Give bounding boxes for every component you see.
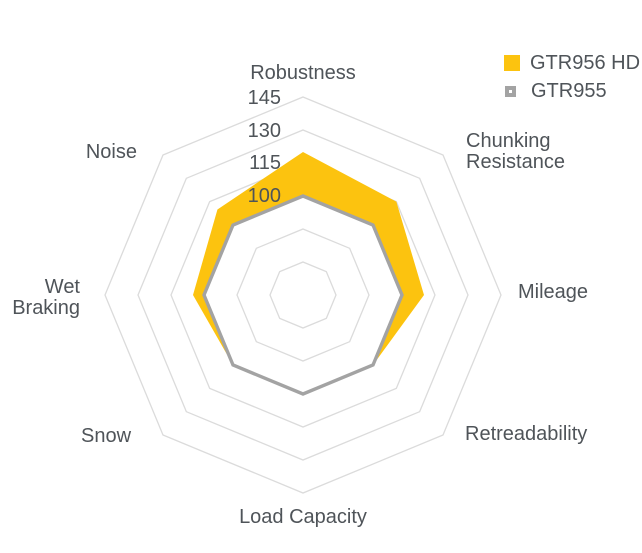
grid-ring-145 (104, 96, 502, 494)
grid-ring-130 (137, 129, 469, 461)
series-gtr955-line (202, 194, 404, 396)
legend-item-gtr956hd: GTR956 HD (504, 53, 640, 73)
grid-ring-115 (170, 162, 436, 428)
grid-ring-85 (236, 228, 370, 362)
radial-tick-100: 100 (247, 185, 281, 207)
radial-tick-115: 115 (249, 152, 281, 174)
legend-swatch-dot (509, 89, 512, 93)
axis-label-robustness: Robustness (250, 62, 356, 84)
axis-label-wet-braking: Wet Braking (12, 276, 80, 319)
grid-ring-70 (269, 261, 337, 329)
legend: GTR956 HD GTR955 (504, 53, 640, 109)
legend-swatch-gtr955 (505, 85, 516, 97)
axis-label-snow: Snow (81, 425, 132, 447)
legend-label-gtr955: GTR955 (531, 80, 607, 102)
axis-label-load-capacity: Load Capacity (239, 506, 367, 528)
radial-tick-145: 145 (247, 87, 281, 109)
legend-label-gtr956hd: GTR956 HD (530, 52, 641, 74)
radial-tick-130: 130 (247, 120, 281, 142)
axis-label-retreadability: Retreadability (465, 423, 588, 445)
axis-label-mileage: Mileage (518, 281, 589, 303)
axis-label-chunking-resistance: Chunking Resistance (466, 130, 565, 173)
axis-label-noise: Noise (85, 141, 137, 163)
legend-swatch-gtr956hd (504, 55, 520, 71)
legend-item-gtr955: GTR955 (504, 81, 640, 101)
series-gtr956hd-area (193, 152, 424, 394)
